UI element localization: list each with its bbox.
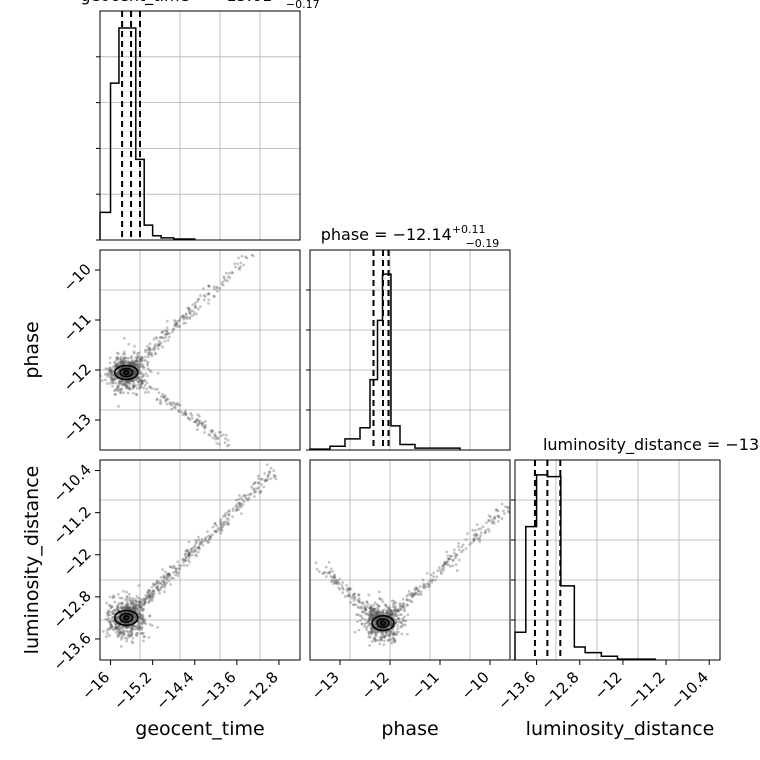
y-tick-label: −12.8 [50,587,95,632]
panel-title: phase = −12.14+0.11 −0.19 [321,223,500,250]
x-tick-label: −13.6 [494,668,539,713]
hist-phase: phase = −12.14+0.11 −0.19 [306,223,511,451]
x-tick-label: −16 [78,668,113,703]
scatter-points [100,253,255,448]
x-tick-label: −10 [458,668,493,703]
y-tick-label: −11.2 [50,503,95,548]
panel-title: geocent_time = −15.61+0.17−0.17 [80,0,319,11]
x-tick-label: −15.2 [110,668,155,713]
x-axis-label-phase: phase [381,718,438,740]
x-tick-label: −11.2 [624,668,669,713]
title-sub: −0.19 [466,237,500,250]
y-ticks-scatter-luminosity_distance-vs-geocent_time: −10.4−11.2−12 −12.8−13.6 [50,461,100,674]
scatter-phase-vs-geocent_time [99,249,301,451]
contour-2 [379,620,387,627]
y-tick-label: −12 [60,360,95,395]
y-axis-label-phase: phase [21,321,43,378]
x-tick-label: −10.4 [667,668,712,713]
title-sup: +0.11 [452,223,486,236]
x-ticks-scatter-luminosity_distance-vs-phase: −13 −12 −11 −10 [308,660,493,703]
panel-title: luminosity_distance = −13.40+0.24−0.23 [543,433,760,460]
x-tick-label: −12 [591,668,626,703]
x-tick-label: −12.8 [237,668,282,713]
y-tick-label: −11 [60,310,95,345]
y-axis-label-luminosity_distance: luminosity_distance [21,466,43,655]
contour-2 [122,369,130,376]
x-tick-label: −11 [408,668,443,703]
x-axis-label-geocent_time: geocent_time [135,718,264,740]
scatter-points [314,501,510,647]
x-tick-label: −12 [358,668,393,703]
scatter-luminosity_distance-vs-phase [309,459,511,661]
title-sub: −0.17 [286,0,320,11]
x-tick-label: −13 [308,668,343,703]
histogram-step [514,474,657,660]
x-ticks-scatter-luminosity_distance-vs-geocent_time: −16−15.2−14.4−13.6−12.8 [78,660,282,713]
hist-geocent_time: geocent_time = −15.61+0.17−0.17 [80,0,320,241]
x-ticks-hist-luminosity_distance: −13.6−12.8 −12−11.2−10.4 [494,660,712,713]
y-ticks-scatter-phase-vs-geocent_time: −10 −11 −12 −13 [60,260,100,445]
y-tick-label: −10.4 [50,461,95,506]
x-tick-label: −13.6 [194,668,239,713]
y-tick-label: −13 [60,410,95,445]
y-tick-label: −10 [60,260,95,295]
y-tick-label: −13.6 [50,629,95,674]
x-tick-label: −14.4 [152,668,197,713]
contour-2 [122,615,130,621]
histogram-step [99,27,196,240]
x-tick-label: −12.8 [537,668,582,713]
histogram-step [309,273,461,450]
scatter-luminosity_distance-vs-geocent_time [99,459,301,661]
x-axis-label-luminosity_distance: luminosity_distance [526,718,715,740]
y-tick-label: −12 [60,545,95,580]
hist-luminosity_distance: luminosity_distance = −13.40+0.24−0.23 [511,433,760,661]
